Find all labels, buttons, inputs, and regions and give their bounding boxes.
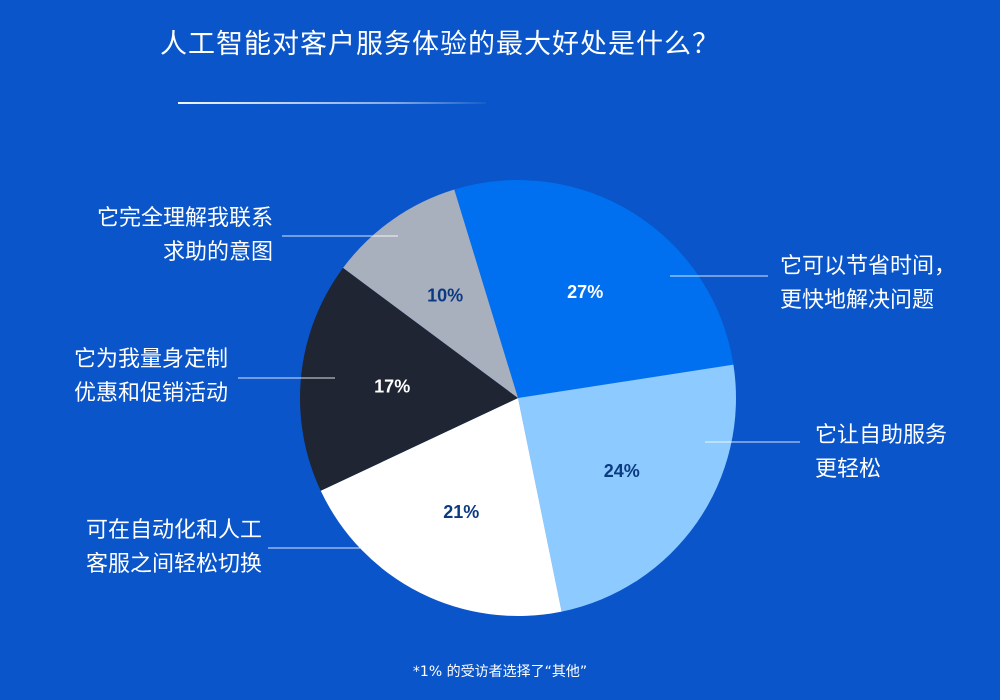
slice-label-line: 更快地解决问题 xyxy=(780,288,935,313)
slice-label-line: 求助的意图 xyxy=(162,240,273,265)
slice-label-line: 可在自动化和人工 xyxy=(85,518,262,543)
pie-value-label-personalized-offers: 17% xyxy=(374,376,410,396)
pie-slice-understands-intent xyxy=(343,189,518,398)
pie-slice-self-service xyxy=(518,364,736,612)
pie-slice-save-time xyxy=(454,180,734,398)
slice-label-self-service: 它让自助服务 更轻松 xyxy=(815,419,947,487)
slice-label-line: 客服之间轻松切换 xyxy=(85,552,262,577)
footnote: *1% 的受访者选择了“其他” xyxy=(412,664,588,680)
slice-label-line: 它可以节省时间， xyxy=(780,254,957,279)
slice-label-line: 它完全理解我联系 xyxy=(96,206,273,231)
slice-label-line: 优惠和促销活动 xyxy=(73,381,228,406)
pie-value-label-self-service: 24% xyxy=(604,461,640,481)
chart-title: 人工智能对客户服务体验的最大好处是什么？ xyxy=(160,29,720,60)
pie-value-label-handoff: 21% xyxy=(443,502,479,522)
slice-label-handoff: 可在自动化和人工 客服之间轻松切换 xyxy=(86,514,262,582)
slice-label-line: 更轻松 xyxy=(815,457,882,482)
slice-label-line: 它为我量身定制 xyxy=(73,347,228,372)
pie-value-label-understands-intent: 10% xyxy=(427,286,463,306)
slice-label-save-time: 它可以节省时间， 更快地解决问题 xyxy=(780,250,956,318)
pie-slice-personalized-offers xyxy=(300,267,518,491)
slice-label-personalized-offers: 它为我量身定制 优惠和促销活动 xyxy=(74,343,228,411)
title-underline xyxy=(178,102,486,104)
pie-value-label-save-time: 27% xyxy=(567,282,603,302)
pie-slice-handoff xyxy=(320,398,562,617)
slice-label-line: 它让自助服务 xyxy=(815,423,948,448)
slice-label-understands-intent: 它完全理解我联系 求助的意图 xyxy=(97,202,273,270)
